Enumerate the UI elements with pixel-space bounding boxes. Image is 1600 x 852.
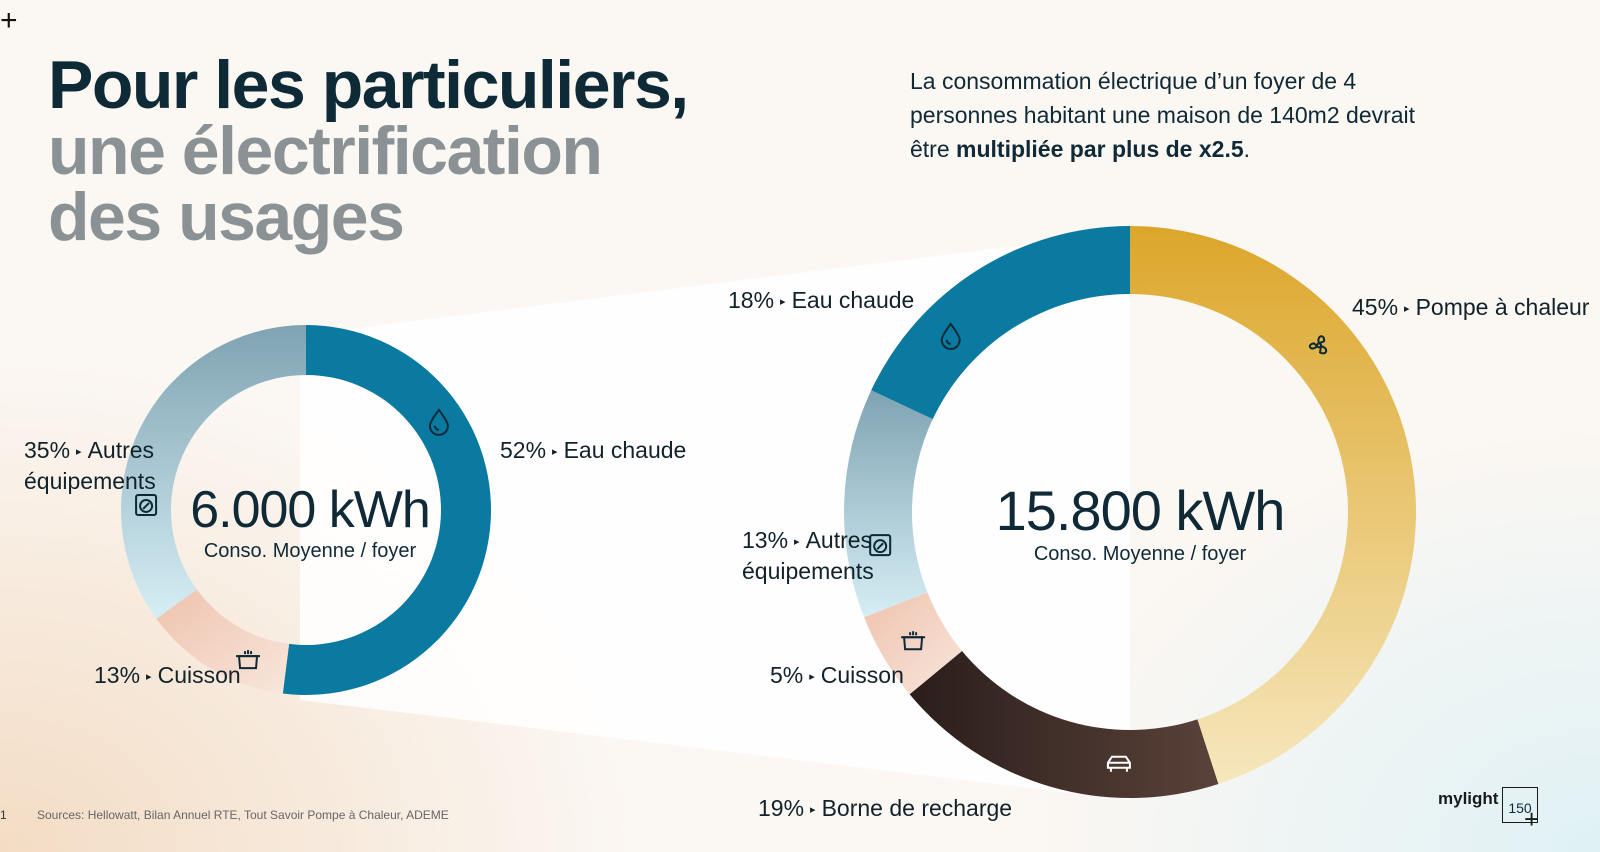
left-autres-name-2: équipements [24, 468, 156, 494]
right-center-label: Conso. Moyenne / foyer [1033, 543, 1247, 565]
washing-machine-icon [135, 493, 158, 516]
fan-icon [1308, 335, 1328, 355]
title-line-1: Pour les particuliers, [48, 47, 689, 123]
left-eau-chaude-percent: 52% [500, 437, 547, 463]
left-center-value: 6.000 kWh Conso. Moyenne / foyer [160, 480, 460, 563]
right-cuisson-name: Cuisson [820, 662, 904, 688]
left-autres-name-1: Autres [87, 437, 155, 463]
right-borne-name: Borne de recharge [821, 795, 1013, 821]
left-label-eau-chaude: 52% ▸ Eau chaude [500, 437, 687, 463]
title-line-2: une électrification [48, 113, 603, 189]
right-pompe-name: Pompe à chaleur [1415, 294, 1590, 320]
right-eau-chaude-name: Eau chaude [791, 287, 915, 313]
intro-text-bold: multipliée par plus de x2.5 [956, 136, 1244, 162]
cooking-pot-icon [901, 631, 926, 651]
donut-slice-pompe-à-chaleur [1130, 226, 1416, 785]
logo-plus-icon: + [1524, 804, 1540, 834]
left-cuisson-percent: 13% [94, 662, 141, 688]
corner-plus-icon: + [0, 4, 18, 37]
right-center-kwh: 15.800 kWh [995, 479, 1286, 542]
logo-box: 150 [1502, 787, 1538, 823]
donut-slice-borne-de-recharge [909, 650, 1219, 798]
left-autres-percent: 35% [24, 437, 71, 463]
right-eau-chaude-percent: 18% [728, 287, 775, 313]
donut-slice-autres-équipements [843, 390, 933, 618]
right-label-pompe: 45% ▸ Pompe à chaleur [1352, 294, 1590, 320]
donut-slice-eau-chaude [871, 226, 1130, 420]
title-line-3: des usages [48, 179, 405, 255]
logo-text: mylight [1438, 789, 1499, 808]
intro-text-after: . [1243, 136, 1251, 162]
right-label-eau-chaude: 18% ▸ Eau chaude [728, 287, 915, 313]
water-drop-icon [428, 408, 449, 436]
right-autres-percent: 13% [742, 527, 789, 553]
left-eau-chaude-name: Eau chaude [563, 437, 687, 463]
left-center-label: Conso. Moyenne / foyer [203, 540, 417, 562]
right-cuisson-percent: 5% [770, 662, 804, 688]
page-number: 1 [0, 808, 7, 822]
water-drop-icon [940, 322, 961, 350]
right-autres-name-1: Autres [805, 527, 873, 553]
right-label-cuisson: 5% ▸ Cuisson [770, 662, 904, 688]
donut-chart-left [120, 325, 492, 695]
donut-chart-right [843, 226, 1416, 798]
right-label-borne: 19% ▸ Borne de recharge [758, 795, 1013, 821]
left-label-cuisson: 13% ▸ Cuisson [94, 662, 241, 688]
cooking-pot-icon [236, 650, 261, 670]
right-pompe-percent: 45% [1352, 294, 1399, 320]
right-borne-percent: 19% [758, 795, 805, 821]
donut-slice-cuisson [864, 592, 963, 695]
washing-machine-icon [869, 534, 892, 557]
donut-slice-autres-équipements [120, 325, 306, 619]
right-autres-name-2: équipements [742, 558, 874, 584]
left-cuisson-name: Cuisson [157, 662, 241, 688]
left-center-kwh: 6.000 kWh [190, 481, 431, 539]
intro-text-before: La consommation électrique d’un foyer de… [910, 68, 1416, 162]
right-center-value: 15.800 kWh Conso. Moyenne / foyer [960, 478, 1320, 566]
car-icon [1106, 755, 1131, 772]
donut-slice-eau-chaude [282, 325, 492, 695]
page-title: Pour les particuliers, une électrificati… [48, 47, 689, 255]
intro-text: La consommation électrique d’un foyer de… [910, 64, 1450, 166]
left-label-autres: 35% ▸ Autres équipements [24, 437, 156, 494]
right-label-autres: 13% ▸ Autres équipements [742, 527, 874, 584]
sources-text: Sources: Hellowatt, Bilan Annuel RTE, To… [37, 808, 449, 822]
